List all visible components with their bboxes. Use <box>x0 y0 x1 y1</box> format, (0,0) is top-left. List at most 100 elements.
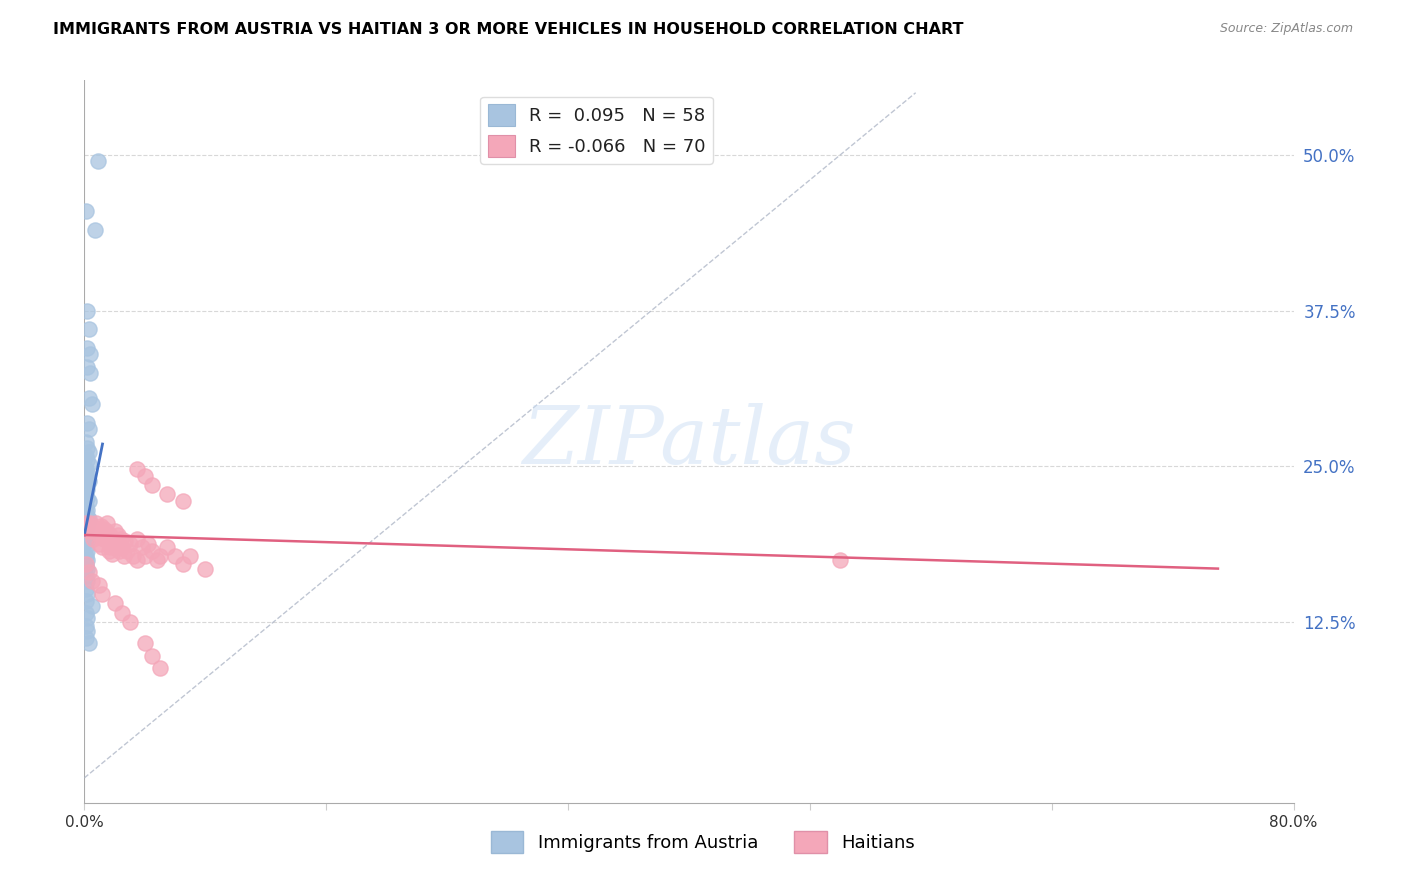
Point <box>75 450 97 464</box>
Point <box>76 509 98 524</box>
Point <box>77 391 100 405</box>
Point <box>76 561 98 575</box>
Point <box>108 544 131 558</box>
Point <box>75 619 97 633</box>
Point <box>77 636 100 650</box>
Point <box>131 541 153 555</box>
Point <box>149 549 172 563</box>
Point <box>77 494 100 508</box>
Point <box>76 528 98 542</box>
Point <box>114 534 136 549</box>
Point <box>830 553 852 567</box>
Point <box>75 204 97 219</box>
Point <box>87 154 110 169</box>
Point <box>141 648 163 663</box>
Point <box>104 597 127 611</box>
Point <box>97 544 120 558</box>
Point <box>156 541 179 555</box>
Point <box>75 594 97 608</box>
Point <box>75 557 97 571</box>
Point <box>75 582 97 596</box>
Point <box>118 615 141 630</box>
Point <box>75 559 97 574</box>
Point <box>75 516 97 530</box>
Point <box>141 478 163 492</box>
Point <box>76 544 98 558</box>
Point <box>76 491 98 505</box>
Point <box>75 607 97 621</box>
Point <box>134 636 156 650</box>
Point <box>75 434 97 449</box>
Point <box>76 624 98 638</box>
Legend: R =  0.095   N = 58, R = -0.066   N = 70: R = 0.095 N = 58, R = -0.066 N = 70 <box>481 96 713 164</box>
Point <box>76 441 98 455</box>
Point <box>134 469 156 483</box>
Point <box>93 532 115 546</box>
Point <box>77 512 100 526</box>
Point <box>134 549 156 563</box>
Point <box>76 611 98 625</box>
Point <box>105 541 128 555</box>
Point <box>101 537 124 551</box>
Point <box>87 522 110 536</box>
Point <box>80 397 103 411</box>
Point <box>111 607 134 621</box>
Point <box>194 561 217 575</box>
Point <box>80 519 103 533</box>
Point <box>149 661 172 675</box>
Point <box>75 549 97 563</box>
Point <box>146 553 169 567</box>
Point <box>75 569 97 583</box>
Point <box>79 347 101 361</box>
Point <box>96 528 118 542</box>
Point <box>75 507 97 521</box>
Point <box>94 524 117 539</box>
Point <box>77 524 100 539</box>
Point <box>91 528 114 542</box>
Point <box>76 586 98 600</box>
Point <box>84 524 107 539</box>
Point <box>76 574 98 588</box>
Point <box>97 534 120 549</box>
Point <box>107 537 129 551</box>
Point <box>98 528 121 542</box>
Legend: Immigrants from Austria, Haitians: Immigrants from Austria, Haitians <box>484 824 922 861</box>
Point <box>76 519 98 533</box>
Point <box>104 534 127 549</box>
Text: Source: ZipAtlas.com: Source: ZipAtlas.com <box>1219 22 1353 36</box>
Point <box>127 462 149 476</box>
Point <box>76 341 98 355</box>
Point <box>76 522 98 536</box>
Point <box>77 444 100 458</box>
Point <box>104 524 127 539</box>
Point <box>76 359 98 374</box>
Point <box>76 503 98 517</box>
Point <box>172 494 194 508</box>
Point <box>121 549 143 563</box>
Point <box>75 487 97 501</box>
Point <box>165 549 187 563</box>
Point <box>89 528 111 542</box>
Point <box>89 578 111 592</box>
Point <box>76 453 98 467</box>
Point <box>75 632 97 646</box>
Point <box>172 557 194 571</box>
Point <box>75 500 97 514</box>
Point <box>75 516 97 530</box>
Point <box>79 516 101 530</box>
Point <box>75 469 97 483</box>
Point <box>90 519 112 533</box>
Point <box>75 524 97 539</box>
Point <box>76 416 98 430</box>
Point <box>77 322 100 336</box>
Point <box>141 544 163 558</box>
Point <box>100 532 122 546</box>
Point <box>77 422 100 436</box>
Point <box>127 532 149 546</box>
Point <box>84 223 107 237</box>
Point <box>76 303 98 318</box>
Point <box>82 532 104 546</box>
Point <box>75 532 97 546</box>
Point <box>76 482 98 496</box>
Point <box>75 541 97 555</box>
